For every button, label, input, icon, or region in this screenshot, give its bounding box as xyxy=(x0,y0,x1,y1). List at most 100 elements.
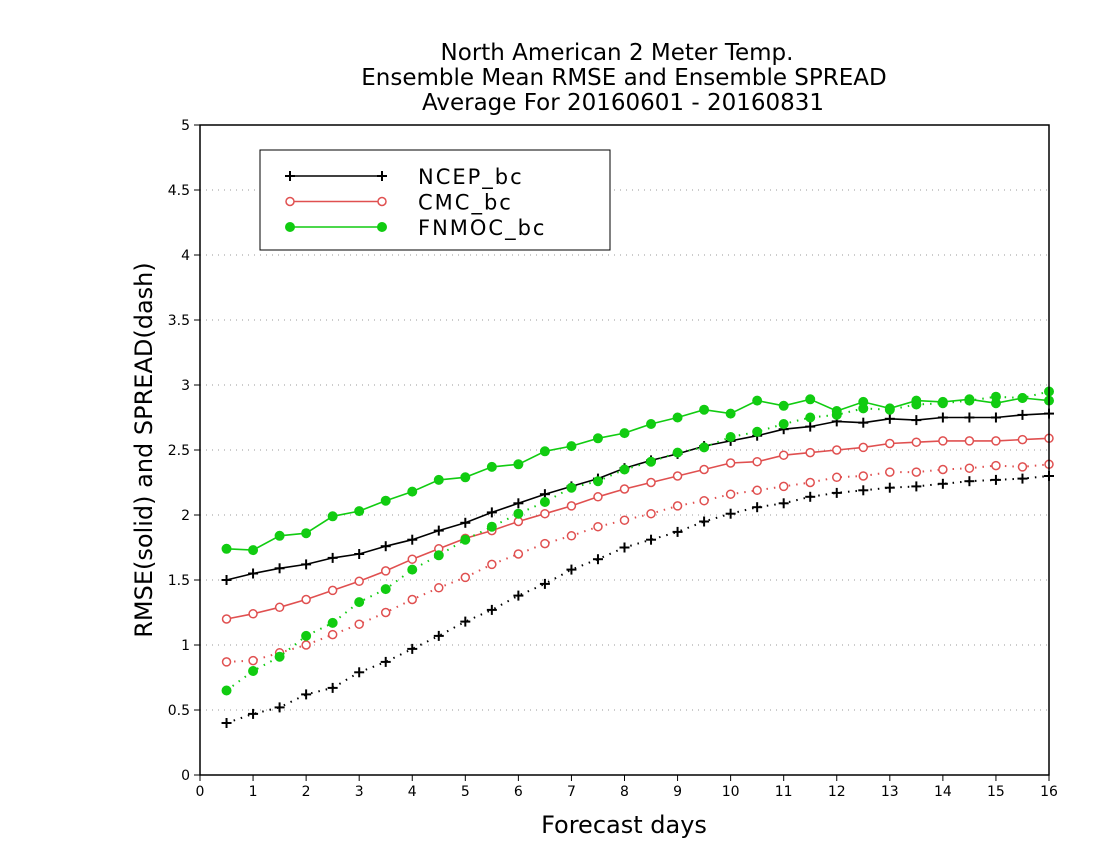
FNMOC_bc-spread-point xyxy=(566,482,577,493)
NCEP_bc-rmse-point xyxy=(1017,409,1028,420)
FNMOC_bc-spread-point xyxy=(778,419,789,429)
y-tick-label: 5 xyxy=(181,118,190,134)
CMC_bc-rmse-point xyxy=(964,436,975,446)
NCEP_bc-spread-line xyxy=(226,475,1050,724)
CMC_bc-spread-point xyxy=(327,629,338,640)
NCEP_bc-rmse-point xyxy=(513,498,524,509)
NCEP_bc-spread-point xyxy=(990,474,1001,485)
grid-lines xyxy=(200,189,1049,711)
y-tick-label: 1 xyxy=(181,638,190,654)
FNMOC_bc-rmse-point xyxy=(327,511,338,522)
FNMOC_bc-spread-point xyxy=(619,464,630,475)
FNMOC_bc-rmse-point xyxy=(884,403,895,414)
NCEP_bc-rmse-point xyxy=(221,575,232,585)
y-tick-label: 3.5 xyxy=(168,313,190,329)
NCEP_bc-rmse-point xyxy=(460,517,471,528)
CMC_bc-spread-point xyxy=(725,489,736,499)
series-NCEP_bc xyxy=(221,408,1054,728)
legend-marker xyxy=(285,222,295,232)
CMC_bc-rmse-point xyxy=(991,436,1001,446)
FNMOC_bc-spread-point xyxy=(672,447,683,458)
x-tick-label: 8 xyxy=(620,784,629,800)
CMC_bc-spread-point xyxy=(619,515,630,525)
legend-marker xyxy=(377,222,387,232)
CMC_bc-spread-point xyxy=(354,619,364,629)
CMC_bc-spread-point xyxy=(513,549,524,559)
series-FNMOC_bc xyxy=(221,386,1054,696)
y-tick-label: 4.5 xyxy=(168,183,190,199)
CMC_bc-rmse-point xyxy=(407,554,417,564)
FNMOC_bc-rmse-point xyxy=(592,433,603,444)
FNMOC_bc-spread-point xyxy=(592,476,603,487)
FNMOC_bc-rmse-point xyxy=(301,528,312,539)
NCEP_bc-spread-point xyxy=(1017,473,1028,484)
FNMOC_bc-rmse-point xyxy=(274,530,285,541)
CMC_bc-spread-point xyxy=(885,467,895,477)
NCEP_bc-spread-point xyxy=(964,476,975,487)
x-tick-label: 1 xyxy=(249,784,258,800)
legend-label: NCEP_bc xyxy=(418,165,524,190)
CMC_bc-rmse-point xyxy=(619,484,630,494)
CMC_bc-spread-point xyxy=(964,463,975,473)
FNMOC_bc-rmse-point xyxy=(539,446,550,457)
FNMOC_bc-rmse-point xyxy=(566,441,577,452)
FNMOC_bc-spread-point xyxy=(699,442,710,453)
FNMOC_bc-rmse-point xyxy=(858,396,869,407)
legend-marker xyxy=(377,196,387,207)
CMC_bc-rmse-line xyxy=(226,437,1050,620)
FNMOC_bc-spread-point xyxy=(752,426,763,437)
FNMOC_bc-rmse-point xyxy=(990,398,1001,409)
NCEP_bc-spread-point xyxy=(646,534,657,545)
CMC_bc-rmse-point xyxy=(540,508,550,519)
CMC_bc-rmse-point xyxy=(725,458,736,468)
NCEP_bc-spread-point xyxy=(937,478,948,489)
FNMOC_bc-rmse-point xyxy=(805,394,816,405)
NCEP_bc-spread-point xyxy=(433,630,444,641)
CMC_bc-rmse-point xyxy=(566,501,577,511)
x-tick-label: 16 xyxy=(1040,784,1058,800)
FNMOC_bc-rmse-point xyxy=(380,495,391,506)
CMC_bc-spread-point xyxy=(778,481,789,492)
CMC_bc-spread-point xyxy=(460,572,471,583)
y-tick-label: 4 xyxy=(181,248,190,264)
FNMOC_bc-spread-point xyxy=(460,534,471,545)
FNMOC_bc-rmse-point xyxy=(672,412,683,423)
CMC_bc-spread-point xyxy=(646,508,656,519)
NCEP_bc-spread-point xyxy=(805,491,816,502)
x-tick-label: 2 xyxy=(302,784,311,800)
x-tick-label: 0 xyxy=(196,784,205,800)
NCEP_bc-spread-point xyxy=(778,498,789,509)
NCEP_bc-rmse-point xyxy=(964,412,975,423)
FNMOC_bc-rmse-point xyxy=(1017,393,1028,403)
CMC_bc-rmse-point xyxy=(805,447,815,458)
x-tick-label: 6 xyxy=(514,784,523,800)
FNMOC_bc-spread-point xyxy=(327,617,338,628)
NCEP_bc-rmse-point xyxy=(911,415,922,426)
NCEP_bc-rmse-point xyxy=(805,421,816,432)
CMC_bc-spread-point xyxy=(301,640,311,650)
FNMOC_bc-rmse-point xyxy=(699,404,710,415)
CMC_bc-rmse-point xyxy=(885,438,895,449)
CMC_bc-spread-point xyxy=(699,495,709,506)
CMC_bc-rmse-point xyxy=(911,437,922,447)
NCEP_bc-spread-point xyxy=(539,578,550,589)
FNMOC_bc-rmse-point xyxy=(407,486,418,497)
FNMOC_bc-spread-point xyxy=(248,666,259,676)
FNMOC_bc-spread-point xyxy=(380,584,391,595)
NCEP_bc-rmse-point xyxy=(407,534,418,545)
NCEP_bc-rmse-point xyxy=(884,413,895,424)
NCEP_bc-spread-point xyxy=(301,689,312,700)
CMC_bc-spread-point xyxy=(540,538,550,549)
CMC_bc-spread-point xyxy=(487,559,497,570)
legend-label: CMC_bc xyxy=(418,191,513,216)
NCEP_bc-spread-point xyxy=(513,590,524,601)
NCEP_bc-rmse-point xyxy=(274,563,285,574)
legend-marker xyxy=(285,171,295,181)
FNMOC_bc-rmse-point xyxy=(752,395,763,406)
CMC_bc-spread-point xyxy=(832,472,842,483)
NCEP_bc-spread-point xyxy=(884,482,895,493)
x-tick-label: 11 xyxy=(775,784,793,800)
plot-frame xyxy=(199,124,1050,776)
CMC_bc-rmse-point xyxy=(699,464,709,475)
CMC_bc-rmse-point xyxy=(858,442,869,453)
